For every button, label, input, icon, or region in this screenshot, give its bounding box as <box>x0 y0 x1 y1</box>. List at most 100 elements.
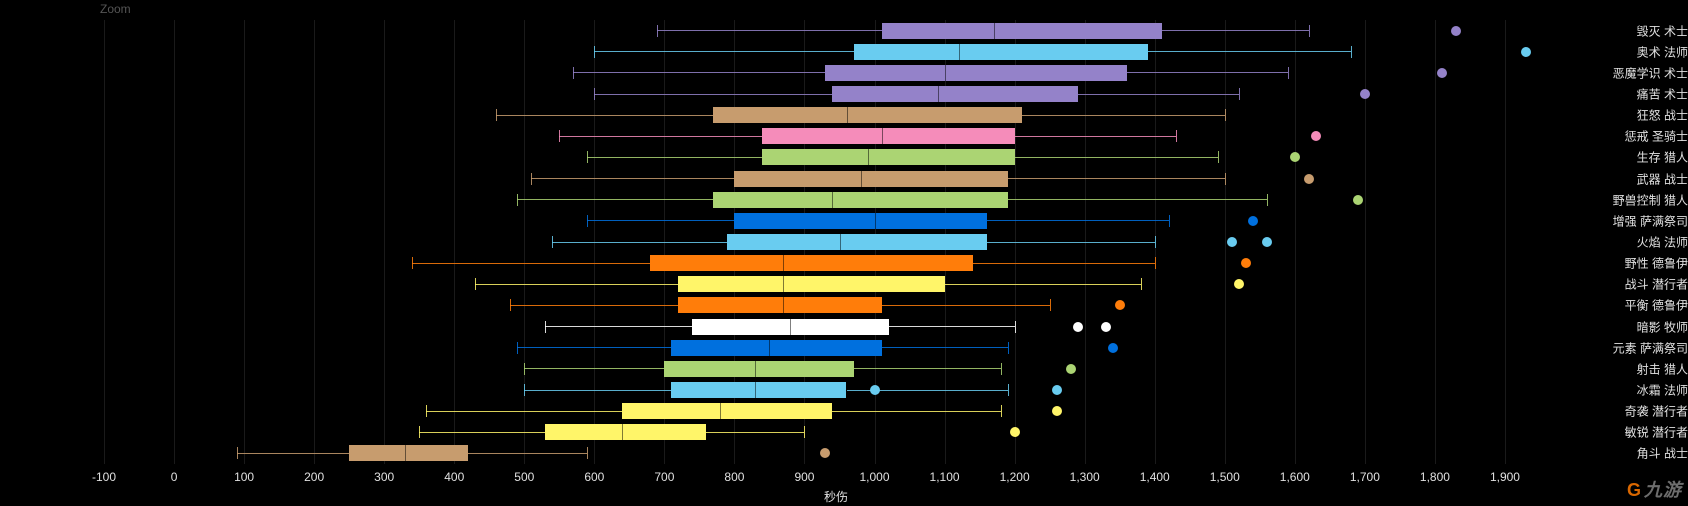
whisker <box>419 432 545 433</box>
outlier-point <box>1437 68 1447 78</box>
whisker <box>468 453 587 454</box>
gridline <box>104 20 105 464</box>
whisker-cap <box>559 130 560 142</box>
whisker <box>594 51 853 52</box>
y-category-label: 痛苦 术士 <box>1594 86 1688 103</box>
median-line <box>861 171 862 187</box>
y-category-label: 角斗 战士 <box>1594 445 1688 462</box>
whisker <box>854 368 1001 369</box>
whisker-cap <box>1155 257 1156 269</box>
whisker <box>1162 30 1309 31</box>
whisker <box>973 263 1155 264</box>
whisker <box>517 347 671 348</box>
x-axis-title: 秒伤 <box>824 488 848 505</box>
box <box>713 192 1007 208</box>
box <box>678 276 944 292</box>
y-category-label: 射击 猎人 <box>1594 360 1688 377</box>
median-line <box>945 65 946 81</box>
outlier-point <box>1241 258 1251 268</box>
watermark-text: 九游 <box>1644 480 1682 500</box>
whisker-cap <box>594 46 595 58</box>
whisker <box>1008 199 1267 200</box>
whisker <box>1078 94 1239 95</box>
whisker <box>706 432 804 433</box>
whisker <box>1148 51 1351 52</box>
y-category-label: 平衡 德鲁伊 <box>1594 297 1688 314</box>
y-category-label: 增强 萨满祭司 <box>1594 212 1688 229</box>
box <box>545 424 706 440</box>
gridline <box>384 20 385 464</box>
box <box>678 297 881 313</box>
whisker-cap <box>1218 151 1219 163</box>
box <box>762 149 1014 165</box>
whisker-cap <box>1015 321 1016 333</box>
x-tick-label: 1,400 <box>1140 470 1170 484</box>
outlier-point <box>1227 237 1237 247</box>
whisker <box>1015 157 1218 158</box>
gridline <box>174 20 175 464</box>
whisker-cap <box>475 278 476 290</box>
y-category-label: 狂怒 战士 <box>1594 107 1688 124</box>
median-line <box>959 44 960 60</box>
whisker <box>1008 178 1225 179</box>
whisker-cap <box>237 447 238 459</box>
x-tick-label: 400 <box>444 470 464 484</box>
whisker-cap <box>1155 236 1156 248</box>
whisker-cap <box>1176 130 1177 142</box>
box <box>664 361 853 377</box>
box <box>713 107 1021 123</box>
y-category-label: 奥术 法师 <box>1594 43 1688 60</box>
median-line <box>868 149 869 165</box>
whisker-cap <box>1008 384 1009 396</box>
y-category-label: 武器 战士 <box>1594 170 1688 187</box>
x-tick-label: -100 <box>92 470 116 484</box>
median-line <box>783 276 784 292</box>
whisker-cap <box>524 384 525 396</box>
outlier-point <box>1262 237 1272 247</box>
whisker <box>545 326 692 327</box>
x-tick-label: 1,900 <box>1490 470 1520 484</box>
outlier-point <box>1290 152 1300 162</box>
watermark-accent: G <box>1627 480 1642 500</box>
median-line <box>783 297 784 313</box>
box <box>832 86 1077 102</box>
outlier-point <box>1115 300 1125 310</box>
gridline <box>314 20 315 464</box>
x-tick-label: 900 <box>794 470 814 484</box>
whisker-cap <box>510 299 511 311</box>
y-category-label: 野性 德鲁伊 <box>1594 255 1688 272</box>
whisker <box>1022 115 1225 116</box>
y-category-label: 暗影 牧师 <box>1594 318 1688 335</box>
whisker <box>531 178 734 179</box>
box <box>734 171 1007 187</box>
whisker-cap <box>426 405 427 417</box>
x-tick-label: 700 <box>654 470 674 484</box>
whisker-cap <box>517 194 518 206</box>
whisker-cap <box>587 215 588 227</box>
median-line <box>755 382 756 398</box>
box <box>825 65 1126 81</box>
whisker <box>987 220 1169 221</box>
median-line <box>832 192 833 208</box>
box <box>762 128 1014 144</box>
whisker <box>559 136 762 137</box>
box <box>671 340 881 356</box>
outlier-point <box>820 448 830 458</box>
whisker-cap <box>657 25 658 37</box>
outlier-point <box>1010 427 1020 437</box>
x-tick-label: 1,600 <box>1280 470 1310 484</box>
whisker-cap <box>496 109 497 121</box>
watermark: G九游 <box>1627 476 1682 502</box>
box <box>622 403 832 419</box>
x-tick-label: 0 <box>171 470 178 484</box>
outlier-point <box>1108 343 1118 353</box>
median-line <box>938 86 939 102</box>
whisker <box>882 347 1008 348</box>
box <box>727 234 986 250</box>
whisker-cap <box>594 88 595 100</box>
whisker-cap <box>1141 278 1142 290</box>
outlier-point <box>1052 406 1062 416</box>
whisker <box>510 305 678 306</box>
y-category-label: 恶魔学识 术士 <box>1594 64 1688 81</box>
whisker <box>426 411 622 412</box>
